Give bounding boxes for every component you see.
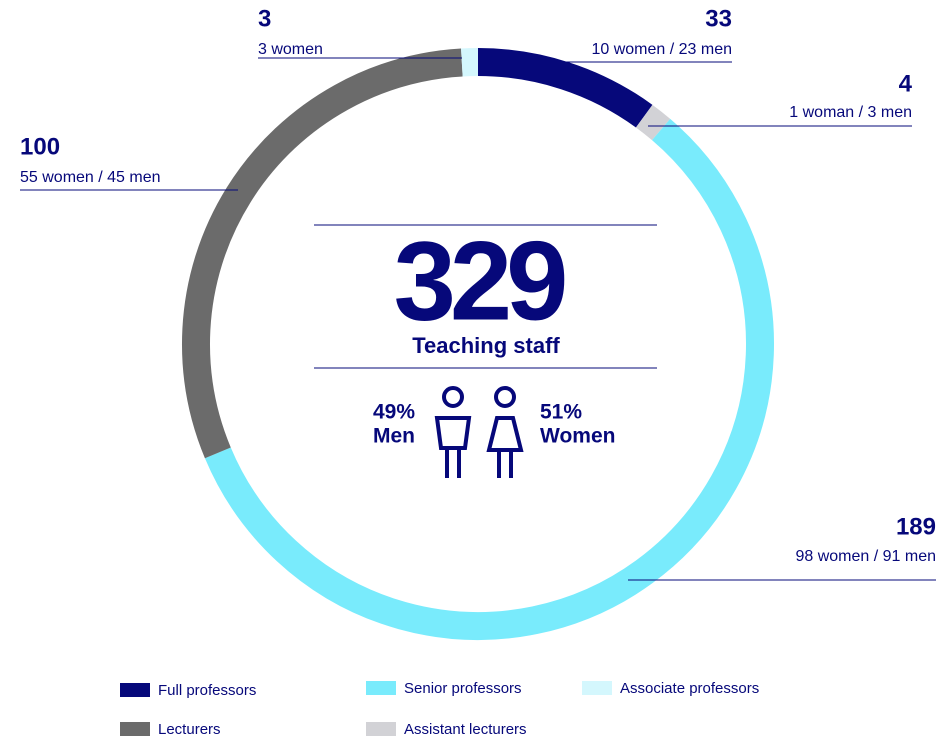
donut-segment — [182, 48, 463, 459]
men-label: Men — [373, 425, 415, 448]
data-detail: 98 women / 91 men — [795, 548, 936, 565]
legend-swatch — [582, 681, 612, 695]
legend-label: Lecturers — [158, 721, 221, 738]
woman-icon — [486, 386, 524, 478]
total-label: Teaching staff — [412, 333, 560, 358]
legend-label: Full professors — [158, 682, 256, 699]
legend-label: Assistant lecturers — [404, 721, 527, 738]
legend-swatch — [120, 722, 150, 736]
data-detail: 1 woman / 3 men — [789, 104, 912, 121]
data-label: 4 — [899, 70, 913, 97]
legend-swatch — [366, 681, 396, 695]
men-percent: 49% — [373, 401, 415, 424]
data-detail: 3 women — [258, 41, 323, 58]
women-percent: 51% — [540, 401, 582, 424]
donut-segment — [477, 48, 653, 128]
data-label: 33 — [705, 5, 732, 32]
women-label: Women — [540, 425, 615, 448]
donut-segment — [204, 118, 774, 640]
legend-swatch — [120, 683, 150, 697]
legend-label: Associate professors — [620, 680, 759, 697]
donut-segment — [635, 104, 671, 141]
data-label: 3 — [258, 5, 271, 32]
data-label: 189 — [896, 513, 936, 540]
data-detail: 10 women / 23 men — [591, 41, 732, 58]
man-icon — [434, 386, 472, 478]
legend-swatch — [366, 722, 396, 736]
legend-label: Senior professors — [404, 680, 522, 697]
data-label: 100 — [20, 133, 60, 160]
total: 329 — [394, 219, 566, 344]
data-detail: 55 women / 45 men — [20, 169, 161, 186]
